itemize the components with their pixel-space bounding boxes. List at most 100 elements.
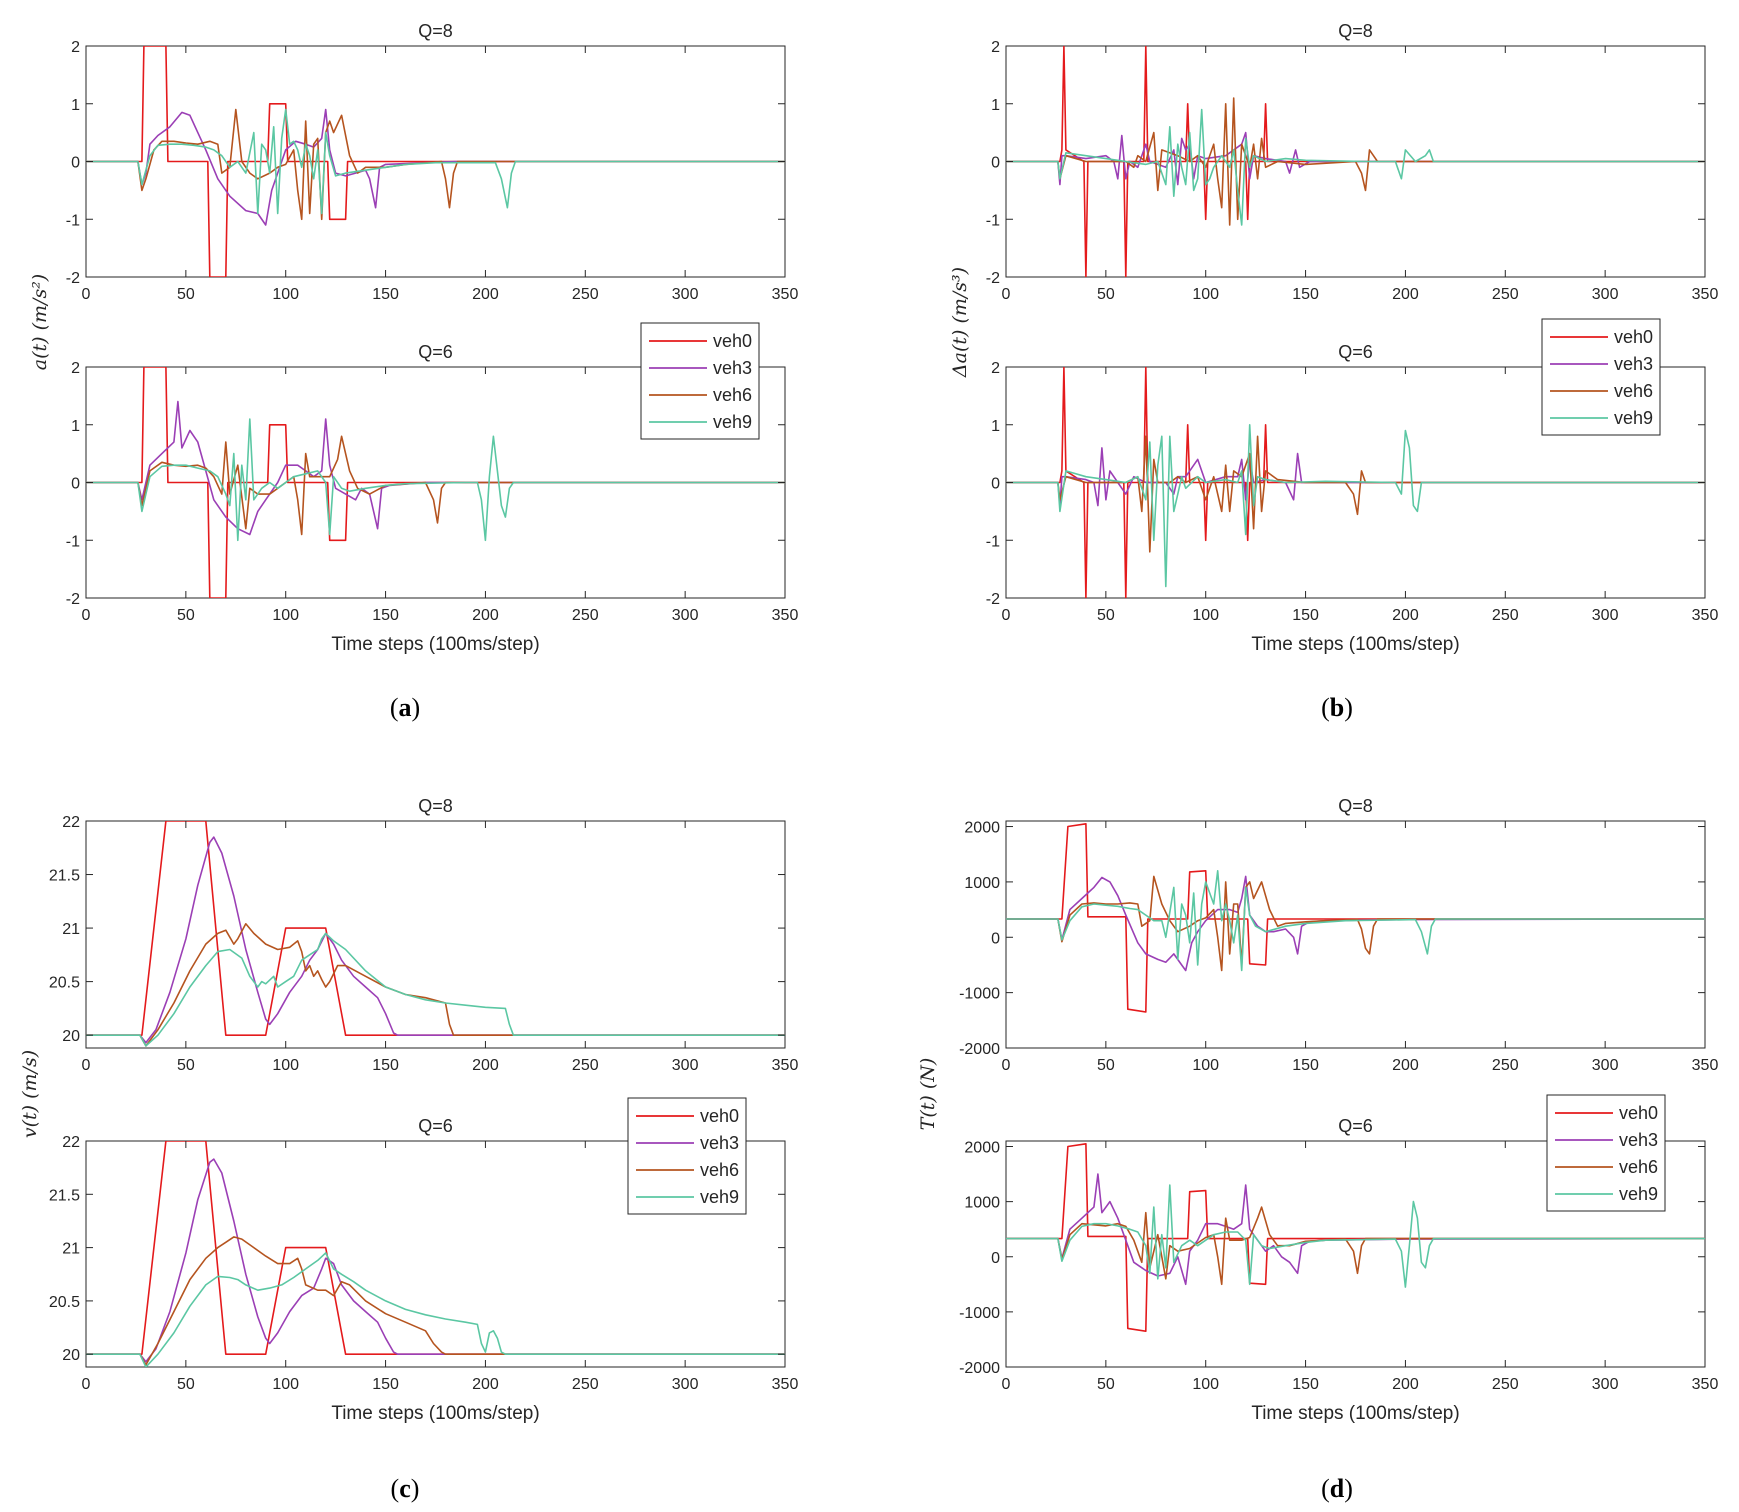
chart-title: Q=8 — [1338, 21, 1373, 41]
y-tick-label: 1000 — [964, 875, 1000, 892]
x-tick-label: 0 — [82, 607, 91, 624]
x-tick-label: 200 — [472, 607, 499, 624]
x-axis-label: Time steps (100ms/step) — [331, 1403, 539, 1424]
series-group — [86, 821, 785, 1047]
series-veh9 — [86, 1252, 785, 1367]
y-tick-label: -2000 — [959, 1360, 1000, 1377]
x-tick-label: 250 — [1492, 286, 1519, 303]
x-tick-label: 150 — [1292, 1376, 1319, 1393]
x-tick-label: 250 — [572, 1376, 599, 1393]
x-tick-label: 50 — [1097, 1376, 1115, 1393]
x-tick-label: 300 — [672, 286, 699, 303]
y-tick-label: 0 — [991, 476, 1000, 493]
y-tick-label: 2 — [71, 360, 80, 377]
x-tick-label: 0 — [1002, 1057, 1011, 1074]
x-tick-label: 200 — [1392, 607, 1419, 624]
legend-box — [627, 1097, 747, 1215]
x-tick-label: 300 — [1592, 607, 1619, 624]
series-veh3 — [1006, 875, 1705, 972]
x-tick-label: 350 — [772, 607, 799, 624]
y-axis-label: T(t) (N) — [917, 1058, 939, 1131]
x-tick-label: 0 — [1002, 1376, 1011, 1393]
y-tick-label: -1000 — [959, 986, 1000, 1003]
y-axis-label: v(t) (m/s) — [19, 1050, 41, 1138]
x-tick-label: 350 — [772, 1376, 799, 1393]
x-tick-label: 0 — [82, 286, 91, 303]
chart-d-bottom: 0 50 100 150 200 250 300 350 -2000 -1000 0 1000 2000… — [959, 1094, 1719, 1424]
x-axis-label: Time steps (100ms/step) — [1251, 1403, 1459, 1424]
axes-box — [1005, 820, 1706, 1049]
x-tick-label: 350 — [772, 286, 799, 303]
x-axis-label: Time steps (100ms/step) — [331, 634, 539, 655]
x-tick-label: 250 — [572, 286, 599, 303]
x-tick-label: 50 — [177, 1376, 195, 1393]
x-tick-label: 350 — [1692, 607, 1719, 624]
legend-label-veh9: veh9 — [700, 1187, 739, 1207]
x-tick-label: 300 — [1592, 286, 1619, 303]
x-tick-label: 350 — [772, 1057, 799, 1074]
series-veh3 — [1006, 131, 1705, 186]
legend-label-veh6: veh6 — [713, 385, 752, 405]
series-veh0 — [86, 1141, 785, 1355]
y-tick-label: -1000 — [959, 1305, 1000, 1322]
y-tick-label: -1 — [66, 533, 80, 550]
legend: veh0 veh3 veh6 veh9 — [627, 1097, 747, 1215]
series-veh6 — [1006, 875, 1705, 972]
x-tick-label: 300 — [672, 607, 699, 624]
x-tick-label: 100 — [272, 286, 299, 303]
x-tick-label: 150 — [1292, 286, 1319, 303]
y-tick-label: -2 — [986, 270, 1000, 287]
x-tick-label: 300 — [672, 1057, 699, 1074]
y-tick-label: -2000 — [959, 1041, 1000, 1058]
chart-title: Q=8 — [418, 21, 453, 41]
y-tick-label: 1 — [71, 418, 80, 435]
y-tick-label: -1 — [66, 212, 80, 229]
x-tick-label: 50 — [177, 1057, 195, 1074]
series-veh0 — [86, 821, 785, 1036]
y-tick-label: 22 — [62, 814, 80, 831]
x-tick-label: 150 — [372, 286, 399, 303]
y-tick-label: 1 — [991, 418, 1000, 435]
x-tick-label: 200 — [1392, 1376, 1419, 1393]
x-tick-label: 250 — [572, 1057, 599, 1074]
legend: veh0 veh3 veh6 veh9 — [1541, 318, 1661, 436]
x-tick-label: 250 — [572, 607, 599, 624]
x-tick-label: 200 — [1392, 1057, 1419, 1074]
legend-label-veh3: veh3 — [1619, 1130, 1658, 1150]
x-tick-label: 150 — [372, 1376, 399, 1393]
y-tick-label: 2 — [991, 39, 1000, 56]
x-tick-label: 200 — [1392, 286, 1419, 303]
legend-label-veh3: veh3 — [1614, 354, 1653, 374]
x-tick-label: 150 — [372, 1057, 399, 1074]
y-axis-label: Δa(t) (m/s³) — [949, 267, 971, 378]
x-tick-label: 350 — [1692, 1376, 1719, 1393]
y-tick-label: 21 — [62, 921, 80, 938]
x-tick-label: 50 — [1097, 286, 1115, 303]
x-tick-label: 0 — [82, 1376, 91, 1393]
legend-label-veh3: veh3 — [700, 1133, 739, 1153]
series-veh3 — [86, 1158, 785, 1363]
x-tick-label: 100 — [272, 1057, 299, 1074]
series-group — [1006, 1143, 1705, 1332]
x-tick-label: 200 — [472, 1376, 499, 1393]
series-veh9 — [1006, 424, 1705, 588]
x-tick-label: 100 — [1192, 607, 1219, 624]
legend-label-veh0: veh0 — [713, 331, 752, 351]
y-tick-label: 21 — [62, 1241, 80, 1258]
chart-title: Q=8 — [1338, 796, 1373, 816]
x-tick-label: 150 — [1292, 607, 1319, 624]
legend-label-veh0: veh0 — [1614, 327, 1653, 347]
series-veh9 — [86, 418, 785, 542]
legend: veh0 veh3 veh6 veh9 — [640, 322, 760, 440]
series-veh9 — [1006, 870, 1705, 972]
x-tick-label: 150 — [372, 607, 399, 624]
x-tick-label: 100 — [1192, 1376, 1219, 1393]
series-group — [1006, 46, 1705, 277]
y-tick-label: 0 — [71, 155, 80, 172]
x-tick-label: 0 — [82, 1057, 91, 1074]
legend-box — [1546, 1094, 1666, 1212]
y-tick-label: 0 — [71, 476, 80, 493]
series-veh0 — [1006, 823, 1705, 1013]
series-veh0 — [86, 367, 785, 598]
x-tick-label: 250 — [1492, 1057, 1519, 1074]
